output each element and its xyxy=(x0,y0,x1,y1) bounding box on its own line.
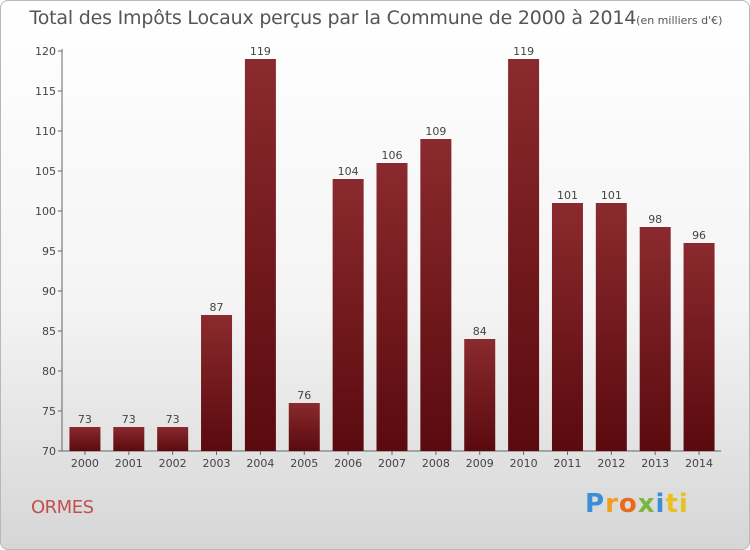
logo-letter: o xyxy=(618,489,638,519)
x-tick-label: 2006 xyxy=(334,457,362,470)
y-tick-label: 105 xyxy=(35,165,56,178)
x-tick-label: 2002 xyxy=(159,457,187,470)
y-tick-label: 95 xyxy=(42,245,56,258)
bar xyxy=(332,179,364,451)
x-tick-label: 2000 xyxy=(71,457,99,470)
value-labels: 73 73 73 87 119 76 104 106 109 84 119 101 101 98 96 xyxy=(78,45,706,426)
data-label: 109 xyxy=(425,125,446,138)
x-tick-label: 2012 xyxy=(597,457,625,470)
x-tick-label: 2005 xyxy=(290,457,318,470)
y-tick-label: 90 xyxy=(42,285,56,298)
data-label: 76 xyxy=(297,389,311,402)
data-label: 73 xyxy=(78,413,92,426)
data-label: 119 xyxy=(513,45,534,58)
y-tick-label: 110 xyxy=(35,125,56,138)
y-tick-label: 80 xyxy=(42,365,56,378)
x-tick-label: 2001 xyxy=(115,457,143,470)
data-label: 73 xyxy=(166,413,180,426)
x-tick-label: 2007 xyxy=(378,457,406,470)
chart-subtitle: (en milliers d'€) xyxy=(636,14,723,27)
bar xyxy=(420,139,452,451)
bar xyxy=(639,227,671,451)
bar xyxy=(464,339,496,451)
x-tick-label: 2010 xyxy=(510,457,538,470)
bar xyxy=(288,403,320,451)
bar xyxy=(157,427,189,451)
logo-letter: x xyxy=(637,489,656,519)
x-tick-label: 2008 xyxy=(422,457,450,470)
bar xyxy=(69,427,101,451)
data-label: 119 xyxy=(250,45,271,58)
y-tick-label: 120 xyxy=(35,45,56,58)
data-label: 87 xyxy=(210,301,224,314)
bar xyxy=(551,203,583,451)
logo-letter: r xyxy=(605,489,619,519)
bar xyxy=(683,243,715,451)
data-label: 101 xyxy=(557,189,578,202)
logo-letter: i xyxy=(655,489,666,519)
y-tick-label: 75 xyxy=(42,405,56,418)
proxiti-logo[interactable]: Proxiti xyxy=(585,489,689,519)
x-tick-label: 2009 xyxy=(466,457,494,470)
chart-title-area: Total des Impôts Locaux perçus par la Co… xyxy=(1,7,749,29)
x-tick-label: 2011 xyxy=(553,457,581,470)
y-tick-label: 85 xyxy=(42,325,56,338)
bar xyxy=(201,315,233,451)
logo-letter: P xyxy=(585,489,606,519)
bar xyxy=(244,59,276,451)
commune-name: ORMES xyxy=(31,497,94,518)
bar xyxy=(595,203,627,451)
x-tick-label: 2003 xyxy=(203,457,231,470)
x-tick-label: 2013 xyxy=(641,457,669,470)
bars xyxy=(69,59,715,451)
y-tick-label: 70 xyxy=(42,445,56,458)
chart-title: Total des Impôts Locaux perçus par la Co… xyxy=(29,7,637,29)
data-label: 104 xyxy=(338,165,359,178)
data-label: 106 xyxy=(382,149,403,162)
logo-letter: ti xyxy=(665,489,689,519)
data-label: 98 xyxy=(648,213,662,226)
y-tick-label: 115 xyxy=(35,85,56,98)
data-label: 101 xyxy=(601,189,622,202)
data-label: 73 xyxy=(122,413,136,426)
x-tick-label: 2004 xyxy=(246,457,274,470)
y-tick-label: 100 xyxy=(35,205,56,218)
bar xyxy=(113,427,145,451)
bar xyxy=(508,59,540,451)
bar xyxy=(376,163,408,451)
x-tick-label: 2014 xyxy=(685,457,713,470)
data-label: 96 xyxy=(692,229,706,242)
data-label: 84 xyxy=(473,325,487,338)
